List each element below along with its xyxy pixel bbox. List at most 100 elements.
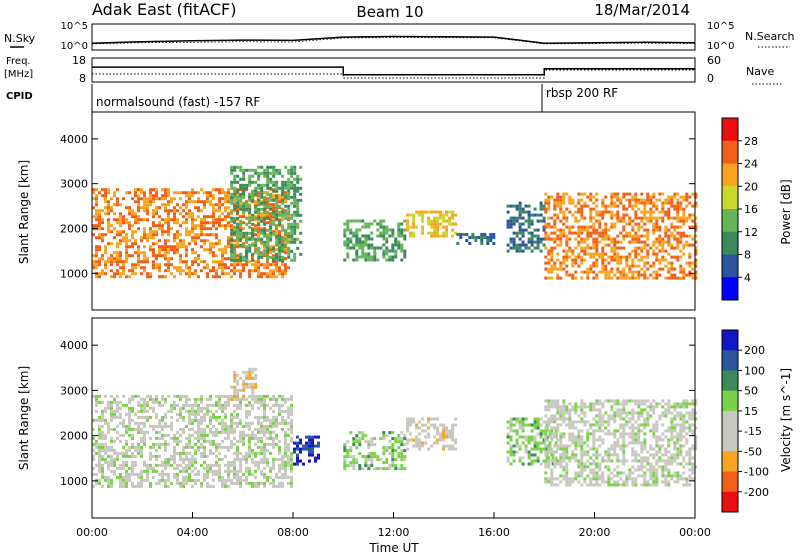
heat-cell [628,441,632,445]
heat-cell [655,420,659,424]
heat-cell [598,483,602,487]
heat-cell [239,403,242,407]
heat-cell [688,216,692,220]
heat-cell [194,236,197,240]
heat-cell [167,457,170,461]
heat-cell [227,206,230,210]
heat-cell [170,457,173,461]
heat-cell [661,444,665,448]
heat-cell [601,213,605,217]
heat-cell [284,409,287,413]
heat-cell [161,436,164,440]
heat-cell [613,453,617,457]
heat-cell [601,429,605,433]
heat-cell [562,255,566,259]
heat-cell [536,417,540,421]
heat-cell [200,400,203,404]
heat-cell [125,260,128,264]
heat-cell [521,210,525,214]
heat-cell [649,462,653,466]
heat-cell [293,237,297,241]
heat-cell [197,209,200,213]
heat-cell [314,444,317,448]
heat-cell [197,412,200,416]
heat-cell [427,219,431,223]
heat-cell [251,258,255,262]
heat-cell [634,264,638,268]
heat-cell [254,171,258,175]
heat-cell [236,195,240,199]
heat-cell [242,454,245,458]
heat-cell [215,209,218,213]
heat-cell [245,186,249,190]
heat-cell [218,215,221,219]
heat-cell [104,263,107,267]
heat-cell [643,444,647,448]
heat-cell [643,228,647,232]
heat-cell [179,454,182,458]
heat-cell [643,417,647,421]
heat-cell [134,239,137,243]
heat-cell [233,370,237,374]
heat-cell [251,481,254,485]
heat-cell [149,463,152,467]
heat-cell [483,233,487,236]
heat-cell [203,445,206,449]
heat-cell [251,198,255,202]
heat-cell [442,429,446,433]
heat-cell [589,471,593,475]
heat-cell [667,240,671,244]
heat-cell [562,405,566,409]
heat-cell [197,433,200,437]
heat-cell [227,427,230,431]
heat-cell [524,243,528,247]
heat-cell [595,423,599,427]
heat-cell [146,197,149,201]
heat-cell [676,198,680,202]
heat-cell [646,450,650,454]
heat-cell [595,192,599,196]
heat-cell [574,255,578,259]
heat-cell [188,427,191,431]
heat-cell [179,412,182,416]
heat-cell [116,245,119,249]
heat-cell [622,450,626,454]
heat-cell [388,467,392,471]
heat-cell [296,204,300,208]
heat-cell [448,222,452,226]
heat-cell [98,400,101,404]
heat-cell [601,201,605,205]
heat-cell [406,219,410,223]
heat-cell [631,447,635,451]
heat-cell [625,399,629,403]
heat-cell [311,438,314,442]
heat-cell [221,409,224,413]
heat-cell [544,408,548,412]
heat-cell [358,440,362,444]
heat-cell [628,192,632,196]
heat-cell [595,219,599,223]
heat-cell [122,263,125,267]
heat-cell [119,215,122,219]
heat-cell [530,249,534,253]
heat-cell [164,415,167,419]
heat-cell [116,430,119,434]
heat-cell [233,388,237,392]
heat-cell [125,403,128,407]
heat-cell [664,210,668,214]
heat-cell [562,258,566,262]
heat-cell [122,418,125,422]
heat-cell [568,459,572,463]
heat-cell [125,460,128,464]
heat-cell [658,243,662,247]
heat-cell [616,471,620,475]
heat-cell [194,418,197,422]
heat-cell [619,261,623,265]
heat-cell [536,228,540,232]
heat-cell [221,272,224,276]
heat-cell [152,475,155,479]
heat-cell [610,414,614,418]
heat-cell [595,483,599,487]
heat-cell [694,258,698,262]
heat-cell [122,451,125,455]
